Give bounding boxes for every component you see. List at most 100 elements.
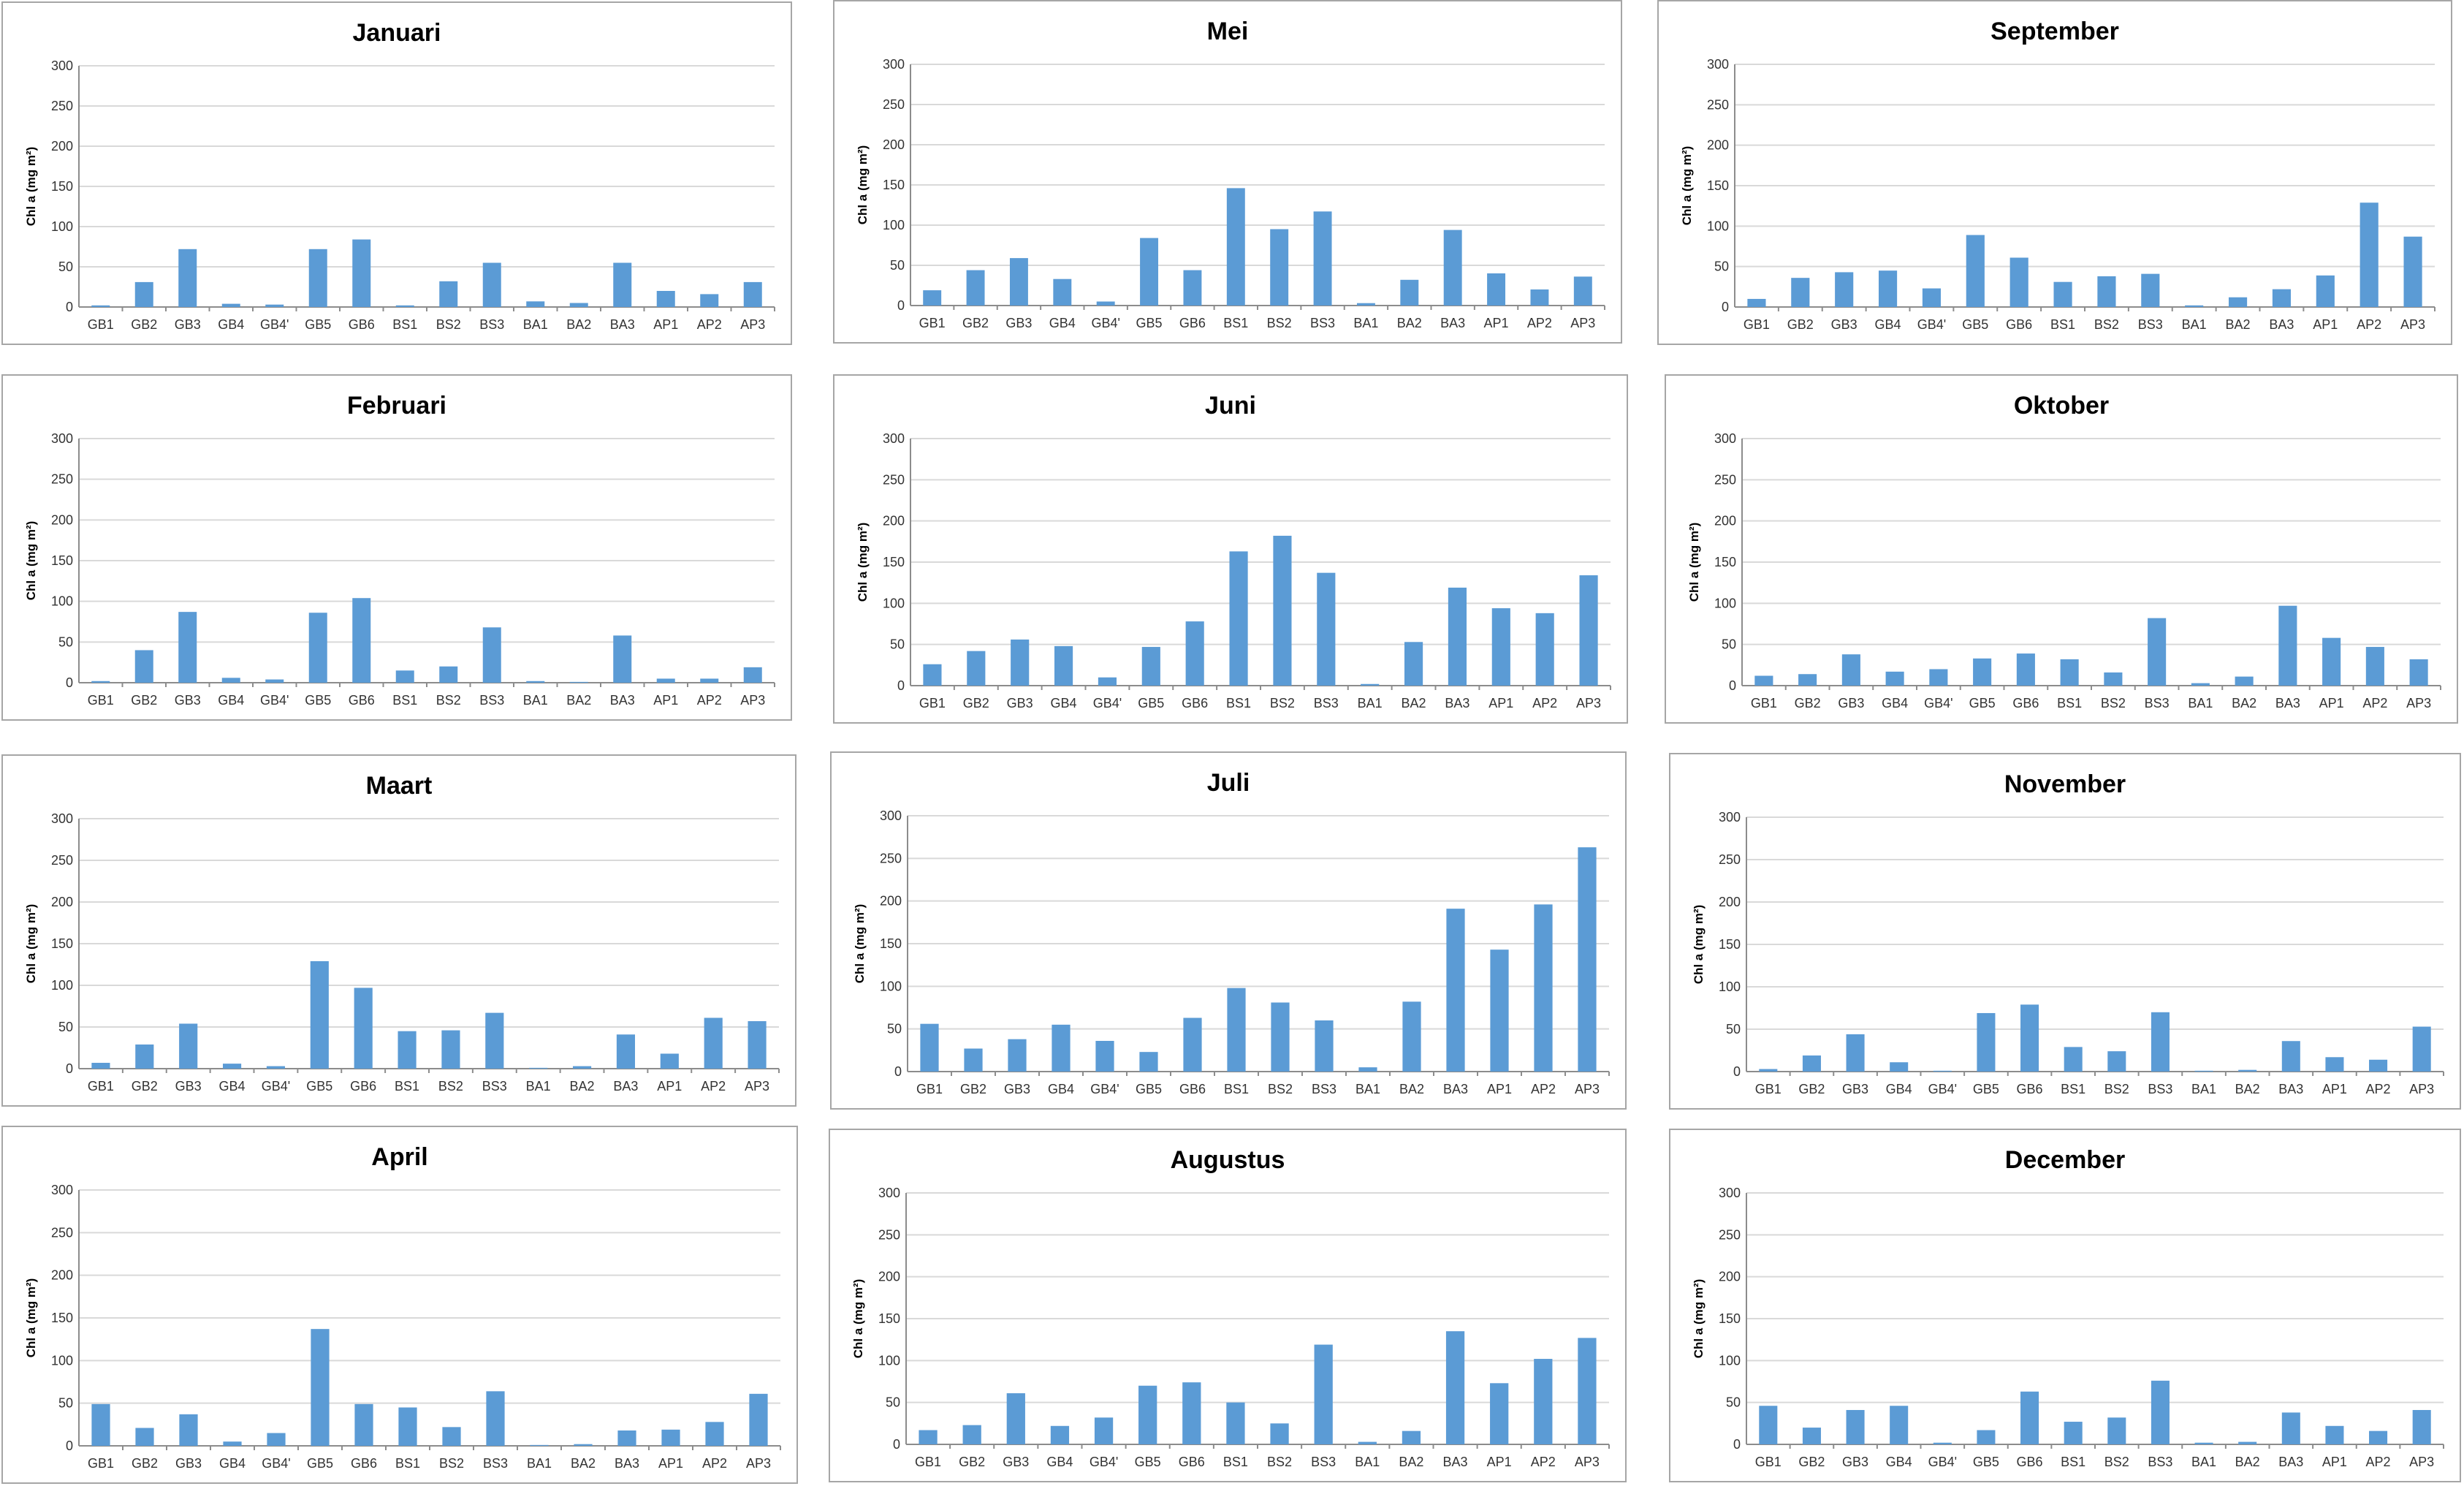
- bar-gb1: [91, 1403, 110, 1446]
- bar-ap3: [743, 281, 762, 307]
- x-tick-label: GB4: [1048, 1082, 1074, 1096]
- x-tick-label: GB4: [1051, 696, 1077, 710]
- x-tick-label: AP3: [2406, 696, 2431, 710]
- chart-svg: Oktober 0 50 100 150 200 250 300 Chl a (mg m²) GB…: [1687, 392, 2441, 710]
- x-tick-label: GB6: [349, 317, 375, 332]
- x-tick-label: BA2: [1399, 1082, 1424, 1096]
- x-tick-label: GB2: [960, 1082, 986, 1096]
- y-tick-label: 200: [51, 1268, 73, 1283]
- bar-gb6: [1183, 1017, 1202, 1072]
- bar-gb4prime: [1929, 669, 1948, 686]
- y-tick-label: 0: [1729, 678, 1736, 693]
- x-tick-label: GB5: [307, 1456, 333, 1471]
- bar-ap1: [656, 678, 675, 683]
- x-tick-label: GB1: [919, 696, 946, 710]
- y-tick-label: 100: [51, 594, 73, 609]
- chart-svg: April 0 50 100 150 200 250 300 Chl a (mg m²) GB1 G…: [24, 1143, 781, 1471]
- chart-title: Januari: [353, 19, 441, 47]
- x-tick-label: AP3: [2400, 317, 2425, 332]
- bar-gb1: [91, 305, 110, 307]
- bar-ba2: [1404, 642, 1423, 686]
- bar-ba2: [2238, 1069, 2257, 1072]
- bar-ap1: [2322, 637, 2341, 686]
- chart-title: Maart: [366, 772, 433, 800]
- y-tick-label: 250: [51, 1225, 73, 1240]
- bar-gb2: [1791, 278, 1810, 307]
- bar-ba3: [2281, 1412, 2300, 1444]
- x-tick-label: GB4': [1917, 317, 1946, 332]
- y-tick-label: 200: [883, 137, 905, 152]
- x-tick-label: GB3: [1842, 1455, 1868, 1469]
- bar-gb4prime: [1095, 1041, 1114, 1072]
- bar-gb6: [354, 1403, 373, 1446]
- x-tick-label: GB3: [175, 1079, 202, 1094]
- x-tick-label: GB4': [1090, 1455, 1118, 1469]
- bar-gb5: [310, 960, 329, 1069]
- bar-gb4: [1878, 270, 1898, 307]
- y-tick-label: 300: [1707, 57, 1729, 72]
- x-tick-label: BS3: [1314, 696, 1339, 710]
- bar-ba3: [1448, 587, 1467, 686]
- x-tick-label: BS1: [395, 1079, 419, 1094]
- x-tick-label: AP3: [2409, 1455, 2434, 1469]
- bar-gb5: [1966, 235, 1985, 307]
- bar-ba2: [574, 1444, 593, 1446]
- y-tick-label: 200: [1719, 1270, 1741, 1284]
- x-tick-label: GB6: [1179, 316, 1206, 330]
- bar-ap1: [1487, 273, 1506, 306]
- x-tick-label: BA3: [1445, 696, 1469, 710]
- y-axis-label: Chl a (mg m²): [1687, 523, 1701, 602]
- x-tick-label: GB3: [175, 693, 201, 708]
- bar-gb4: [1890, 1406, 1909, 1444]
- x-tick-label: GB5: [1973, 1082, 1999, 1096]
- bar-ap3: [748, 1021, 767, 1069]
- x-tick-label: AP1: [2322, 1455, 2347, 1469]
- y-tick-label: 100: [51, 978, 73, 993]
- chart-title: Oktober: [2014, 392, 2109, 420]
- x-tick-label: GB4: [1046, 1455, 1073, 1469]
- bar-gb3: [1011, 639, 1030, 686]
- x-tick-label: GB5: [1138, 696, 1164, 710]
- bar-bs3: [2148, 618, 2167, 686]
- x-tick-label: BS2: [1267, 1455, 1292, 1469]
- y-tick-label: 200: [880, 894, 902, 909]
- bar-ba3: [1445, 1331, 1465, 1444]
- x-tick-label: GB5: [306, 1079, 332, 1094]
- x-tick-label: BS3: [479, 693, 504, 708]
- bar-gb2: [1802, 1428, 1821, 1444]
- x-tick-label: GB2: [962, 316, 989, 330]
- x-tick-label: BA2: [2232, 696, 2256, 710]
- x-tick-label: BA1: [2191, 1455, 2216, 1469]
- chart-title: Augustus: [1171, 1146, 1285, 1174]
- bar-gb3: [1835, 272, 1854, 307]
- x-tick-label: AP3: [746, 1456, 771, 1471]
- bar-bs3: [2141, 273, 2160, 307]
- x-tick-label: GB6: [1179, 1455, 1205, 1469]
- bar-ap1: [656, 291, 675, 307]
- bar-bs3: [482, 627, 501, 683]
- x-tick-label: GB2: [959, 1455, 985, 1469]
- bar-gb6: [2020, 1004, 2039, 1072]
- y-tick-label: 150: [878, 1311, 900, 1326]
- bar-gb2: [135, 1428, 154, 1446]
- bar-ba1: [1358, 1067, 1377, 1072]
- y-tick-label: 250: [883, 97, 905, 112]
- x-tick-label: GB6: [2017, 1082, 2043, 1096]
- bar-ap2: [2360, 202, 2379, 307]
- y-tick-label: 250: [51, 472, 73, 487]
- bar-bs2: [2107, 1051, 2126, 1072]
- bar-bs1: [398, 1031, 417, 1069]
- x-tick-label: BA2: [571, 1456, 596, 1471]
- bar-ap1: [660, 1053, 679, 1069]
- bar-bs3: [1314, 1344, 1333, 1444]
- bar-gb6: [1182, 1382, 1201, 1444]
- x-tick-label: GB4': [260, 693, 289, 708]
- bar-ba2: [1402, 1430, 1421, 1444]
- x-tick-label: BA2: [2226, 317, 2251, 332]
- chart-svg: Augustus 0 50 100 150 200 250 300 Chl a (mg m²) G…: [851, 1146, 1610, 1469]
- x-tick-label: AP1: [658, 1456, 683, 1471]
- bar-gb4: [1053, 278, 1072, 306]
- x-tick-label: BA3: [1443, 1455, 1468, 1469]
- x-tick-label: GB4: [218, 317, 244, 332]
- bar-ba3: [613, 262, 632, 307]
